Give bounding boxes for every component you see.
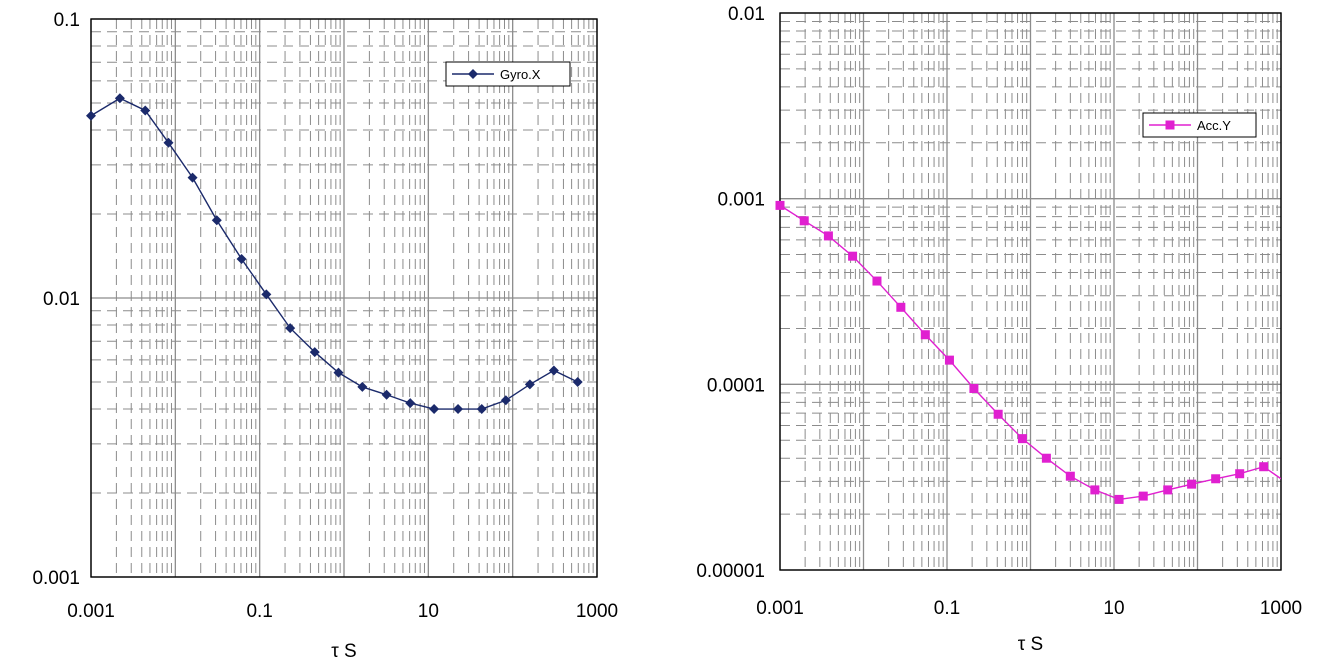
data-point: [140, 105, 151, 116]
data-point: [114, 93, 125, 104]
data-point: [357, 381, 368, 392]
legend-label: Gyro.X: [500, 67, 541, 82]
data-point: [285, 323, 296, 334]
x-tick-label: 0.001: [67, 601, 115, 622]
data-point: [524, 379, 535, 390]
data-point: [1065, 471, 1075, 481]
data-point: [823, 231, 833, 241]
x-tick-label: 10: [1103, 598, 1124, 619]
x-tick-label: 0.001: [756, 598, 804, 619]
plot-frame: [90, 18, 598, 578]
data-point: [1090, 485, 1100, 495]
data-point: [969, 383, 979, 393]
data-point: [453, 404, 464, 415]
y-tick-label: 0.001: [32, 568, 80, 589]
y-tick-label: 0.1: [54, 10, 80, 31]
plot-frame: [779, 12, 1282, 571]
data-point: [944, 355, 954, 365]
data-point: [211, 215, 222, 226]
data-point: [548, 365, 559, 376]
data-point: [1114, 494, 1124, 504]
data-point: [1138, 491, 1148, 501]
x-tick-label: 10: [418, 601, 439, 622]
y-tick-label: 0.01: [728, 4, 765, 25]
data-point: [163, 137, 174, 148]
data-point: [993, 409, 1003, 419]
x-tick-label: 1000: [576, 601, 618, 622]
data-point: [1041, 453, 1051, 463]
data-point: [187, 172, 198, 183]
x-tick-label: 0.1: [934, 598, 960, 619]
data-point: [476, 404, 487, 415]
data-point: [86, 110, 96, 121]
y-tick-label: 0.001: [717, 190, 765, 211]
data-point: [1187, 479, 1197, 489]
data-point: [775, 200, 785, 210]
legend: Gyro.X: [445, 61, 571, 87]
y-tick-label: 0.01: [43, 289, 80, 310]
gyro-allan-chart: 0.001 0.1 10 1000 0.001 0.01 0.1 τ S Gyro.X: [32, 10, 618, 662]
data-point: [405, 398, 416, 409]
grid: [90, 18, 598, 578]
y-tick-label: 0.0001: [707, 375, 765, 396]
series-line: [780, 204, 1281, 501]
acc-allan-chart: 0.001 0.1 10 1000 0.00001 0.0001 0.001 0.01 τ S A…: [696, 4, 1302, 655]
data-point: [429, 404, 440, 415]
legend-marker: [1165, 120, 1175, 130]
data-point: [1017, 434, 1027, 444]
data-point: [1235, 469, 1245, 479]
data-point: [236, 253, 247, 264]
data-point: [333, 367, 344, 378]
data-point: [381, 389, 392, 400]
data-point: [848, 251, 858, 261]
data-point: [261, 289, 272, 300]
data-point: [872, 276, 882, 286]
y-tick-label: 0.00001: [696, 561, 765, 582]
data-point: [1163, 485, 1173, 495]
legend-label: Acc.Y: [1197, 118, 1231, 133]
x-tick-label: 0.1: [246, 601, 272, 622]
legend: Acc.Y: [1142, 112, 1257, 138]
data-point: [1211, 474, 1221, 484]
data-point: [309, 347, 320, 358]
data-point: [920, 330, 930, 340]
legend-marker: [468, 69, 478, 79]
data-point: [799, 216, 809, 226]
data-point: [1259, 462, 1269, 472]
data-point: [572, 376, 583, 387]
data-point: [896, 302, 906, 312]
data-point: [500, 395, 511, 406]
x-axis-label: τ S: [331, 641, 356, 662]
x-axis-label: τ S: [1018, 634, 1043, 655]
x-tick-label: 1000: [1260, 598, 1302, 619]
